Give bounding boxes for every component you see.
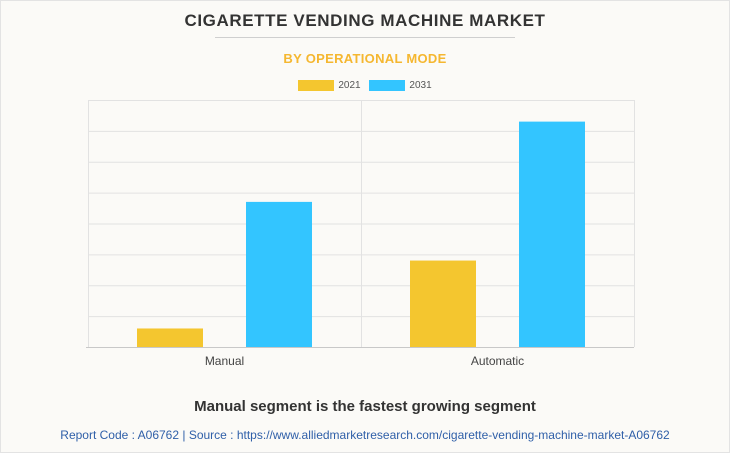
legend-swatch-2031 [369,80,406,91]
legend-item-2031: 2031 [369,80,432,91]
legend-label-2021: 2021 [338,80,361,91]
legend: 2021 2031 [0,80,730,91]
chart-subtitle: BY OPERATIONAL MODE [283,51,447,66]
bar-2021-automatic [410,260,476,347]
bar-2031-automatic [519,121,585,347]
title-divider [215,37,515,38]
legend-label-2031: 2031 [409,80,432,91]
x-tick-label-manual: Manual [205,354,244,368]
source-link[interactable]: Report Code : A06762 | Source : https://… [60,428,670,442]
bar-2031-manual [246,201,312,347]
bar-2021-manual [137,328,203,347]
legend-item-2021: 2021 [298,80,361,91]
x-tick-label-automatic: Automatic [471,354,524,368]
chart-title: CIGARETTE VENDING MACHINE MARKET [184,11,546,30]
legend-swatch-2021 [298,80,335,91]
chart-caption: Manual segment is the fastest growing se… [194,398,536,415]
